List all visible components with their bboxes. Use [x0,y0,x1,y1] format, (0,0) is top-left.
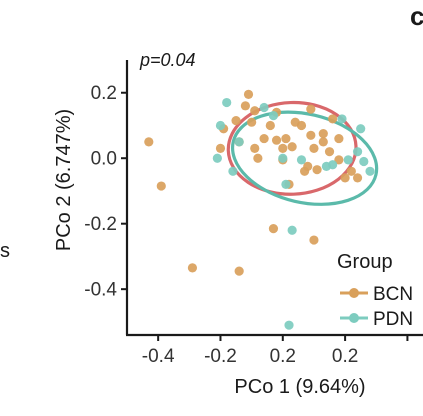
point-pdn [321,161,332,171]
point-bcn [240,101,250,111]
point-bcn [334,155,344,165]
point-bcn [243,89,254,99]
point-pdn [343,155,353,165]
point-bcn [250,106,260,116]
ellipse-pdn [230,110,379,206]
point-bcn [250,143,260,153]
point-pdn [352,147,363,157]
point-bcn [324,147,335,157]
point-bcn [296,120,307,131]
point-bcn [278,143,288,153]
point-bcn [318,137,328,147]
point-pdn [268,111,279,121]
data-points [144,89,375,330]
point-pdn [212,153,222,163]
point-bcn [287,142,297,152]
confidence-ellipses [226,100,379,206]
point-pdn [281,179,291,190]
point-pdn [287,225,297,235]
point-bcn [259,133,269,144]
point-bcn [234,266,244,276]
point-bcn [265,120,275,131]
legend-label-pdn: PDN [373,309,413,330]
point-bcn [352,173,363,183]
legend-label-bcn: BCN [373,284,413,305]
legend-key-dot-bcn [349,288,359,298]
point-bcn [318,129,328,139]
point-bcn [334,133,344,144]
x-tick-label: -0.2 [204,346,237,367]
y-ticks: 0.2 0.0 -0.2 -0.4 [84,83,127,301]
point-pdn [284,320,294,330]
point-pdn [222,97,232,108]
x-tick-label: 0.2 [270,346,296,367]
ellipse-bcn [226,100,358,196]
point-bcn [281,133,291,144]
panel-fragment-left: s [0,240,10,262]
x-tick-label: -0.4 [142,346,175,367]
point-bcn [231,115,241,126]
point-pdn [215,120,226,131]
point-bcn [328,114,338,124]
legend-key-dot-pdn [349,313,359,323]
y-axis-title: PCo 2 (6.747%) [53,109,75,251]
point-bcn [187,263,198,273]
y-tick-label: 0.0 [91,149,117,170]
legend: Group BCN PDN [337,251,413,330]
y-tick-label: -0.2 [84,214,117,235]
point-bcn [309,143,319,153]
point-pdn [365,166,375,176]
y-tick-label: -0.4 [84,280,117,301]
point-pdn [228,166,238,176]
y-tick-label: 0.2 [91,83,117,104]
point-pdn [234,137,244,147]
x-ticks: -0.4 -0.2 0.2 0.2 [142,335,409,367]
legend-title: Group [337,251,393,273]
point-pdn [296,155,307,165]
point-bcn [346,166,356,176]
point-bcn [306,104,316,114]
panel-fragment-top-right: c [410,1,423,31]
point-bcn [306,130,316,140]
point-pdn [278,153,288,163]
point-pdn [359,156,369,167]
point-bcn [340,173,350,183]
point-bcn [156,181,166,191]
point-bcn [303,161,313,171]
point-pdn [356,124,366,134]
point-bcn [268,224,279,234]
point-pdn [259,102,269,113]
point-bcn [309,235,319,245]
point-bcn [271,135,282,145]
point-bcn [247,117,257,127]
point-bcn [144,137,154,147]
point-bcn [253,153,263,163]
point-bcn [215,143,226,153]
point-pdn [337,114,347,124]
p-value-annotation: p=0.04 [139,50,196,70]
x-tick-label: 0.2 [332,346,358,367]
point-bcn [312,165,322,175]
x-axis-title: PCo 1 (9.64%) [234,376,365,398]
